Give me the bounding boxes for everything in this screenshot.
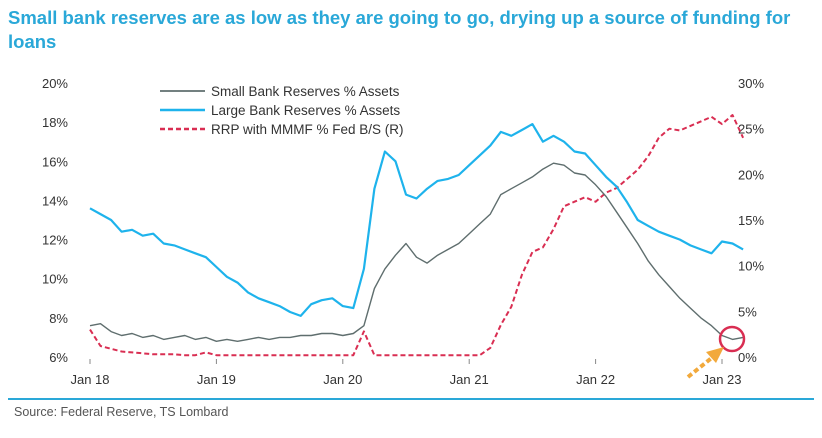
y-right-tick-label: 15%	[738, 213, 764, 228]
x-tick-label: Jan 20	[323, 372, 362, 387]
y-left-tick-label: 16%	[42, 154, 68, 169]
y-right-tick-label: 25%	[738, 122, 764, 137]
legend-label: Large Bank Reserves % Assets	[211, 103, 400, 118]
y-right-tick-label: 20%	[738, 167, 764, 182]
y-left-axis: 20% 18% 16% 14% 12% 10% 8% 6%	[42, 76, 68, 365]
series-line-small-bank	[89, 162, 744, 342]
y-left-tick-label: 14%	[42, 193, 68, 208]
highlight-arrow-head	[706, 347, 724, 363]
x-tick-label: Jan 19	[197, 372, 236, 387]
y-right-tick-label: 0%	[738, 350, 757, 365]
x-tick-label: Jan 22	[576, 372, 615, 387]
x-tick-label: Jan 21	[450, 372, 489, 387]
y-left-tick-label: 10%	[42, 272, 68, 287]
series-layer	[89, 114, 745, 357]
legend-label: RRP with MMMF % Fed B/S (R)	[211, 122, 404, 137]
y-left-tick-label: 12%	[42, 233, 68, 248]
annotation	[686, 325, 746, 379]
y-right-tick-label: 5%	[738, 304, 757, 319]
legend-label: Small Bank Reserves % Assets	[211, 84, 400, 99]
x-tick-label: Jan 23	[702, 372, 741, 387]
y-right-tick-label: 30%	[738, 76, 764, 91]
x-tick-label: Jan 18	[70, 372, 109, 387]
y-right-axis: 30% 25% 20% 15% 10% 5% 0%	[738, 76, 764, 365]
y-right-tick-label: 10%	[738, 259, 764, 274]
series-line-large-bank	[89, 122, 744, 317]
chart: 20% 18% 16% 14% 12% 10% 8% 6% 30% 25% 20% 15% 10% 5%…	[42, 76, 764, 387]
legend: Small Bank Reserves % Assets Large Bank R…	[160, 84, 404, 137]
series-line-rrp	[89, 114, 745, 357]
highlight-circle	[718, 325, 746, 353]
source-note: Source: Federal Reserve, TS Lombard	[14, 405, 229, 419]
y-left-tick-label: 8%	[49, 311, 68, 326]
y-left-tick-label: 18%	[42, 115, 68, 130]
footer-rule	[8, 398, 814, 400]
chart-title: Small bank reserves are as low as they a…	[8, 7, 791, 52]
highlight-arrow-shaft	[686, 354, 716, 379]
y-left-tick-label: 20%	[42, 76, 68, 91]
x-axis: Jan 18 Jan 19 Jan 20 Jan 21 Jan 22 Jan 23	[70, 359, 742, 387]
y-left-tick-label: 6%	[49, 350, 68, 365]
